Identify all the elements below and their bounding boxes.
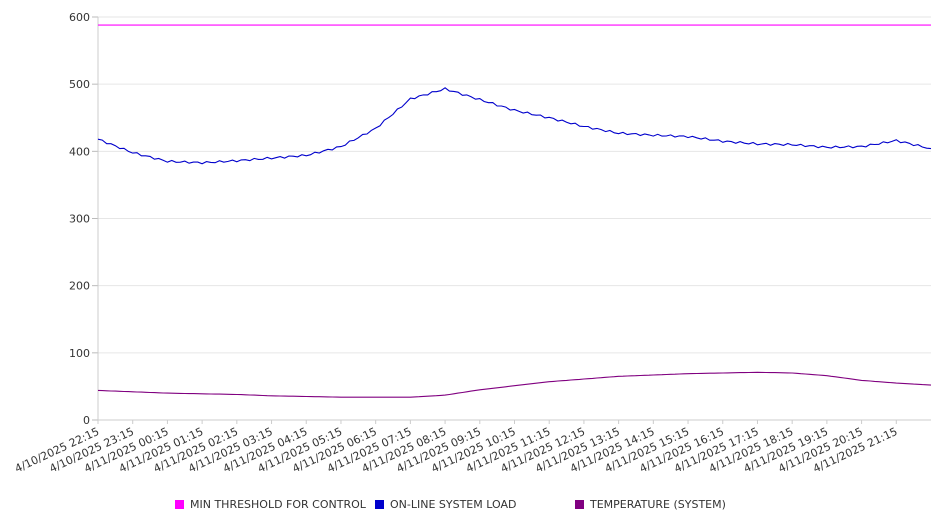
legend-swatch-min-threshold [175,500,184,509]
series-lines [97,24,932,398]
legend-label-system-load: ON-LINE SYSTEM LOAD [390,498,517,511]
legend-label-temperature: TEMPERATURE (SYSTEM) [590,498,726,511]
axes [92,16,931,424]
legend-item-min-threshold[interactable]: MIN THRESHOLD FOR CONTROL [175,498,366,511]
legend-item-temperature[interactable]: TEMPERATURE (SYSTEM) [575,498,726,511]
series-line-1 [97,87,932,165]
y-tick-label: 600 [69,11,90,24]
y-tick-labels: 0 100 200 300 400 500 600 [69,11,90,427]
y-tick-label: 500 [69,78,90,91]
x-tick-labels: 4/10/2025 22:154/10/2025 23:154/11/2025 … [13,425,900,475]
y-tick-label: 0 [83,414,90,427]
gridlines [98,16,931,421]
y-tick-label: 400 [69,145,90,158]
y-tick-label: 200 [69,280,90,293]
series-line-2 [97,371,932,398]
legend-label-min-threshold: MIN THRESHOLD FOR CONTROL [190,498,366,511]
y-tick-label: 100 [69,347,90,360]
y-tick-label: 300 [69,213,90,226]
legend: MIN THRESHOLD FOR CONTROL ON-LINE SYSTEM… [0,498,946,514]
legend-swatch-temperature [575,500,584,509]
legend-item-system-load[interactable]: ON-LINE SYSTEM LOAD [375,498,516,511]
legend-swatch-system-load [375,500,384,509]
